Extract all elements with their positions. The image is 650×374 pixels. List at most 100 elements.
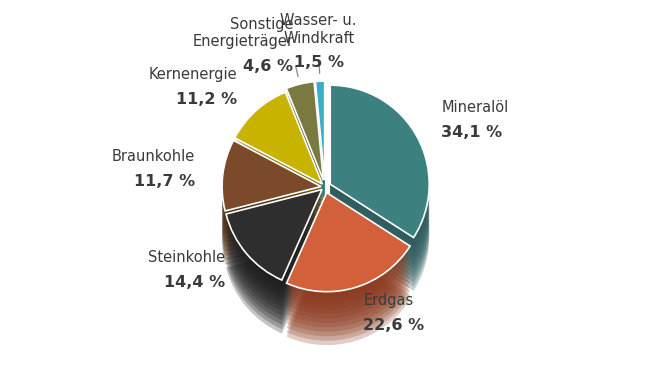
Wedge shape xyxy=(315,121,324,220)
Wedge shape xyxy=(315,130,324,229)
Wedge shape xyxy=(315,126,324,225)
Wedge shape xyxy=(287,202,410,301)
Wedge shape xyxy=(287,95,323,194)
Text: 11,2 %: 11,2 % xyxy=(176,92,237,107)
Wedge shape xyxy=(222,185,321,255)
Wedge shape xyxy=(235,146,322,237)
Wedge shape xyxy=(235,97,322,188)
Wedge shape xyxy=(315,86,324,184)
Text: 11,7 %: 11,7 % xyxy=(134,174,195,188)
Text: Wasser- u.
Windkraft: Wasser- u. Windkraft xyxy=(280,13,357,46)
Wedge shape xyxy=(226,230,322,320)
Wedge shape xyxy=(226,225,322,316)
Wedge shape xyxy=(235,119,322,211)
Wedge shape xyxy=(287,237,410,336)
Text: 34,1 %: 34,1 % xyxy=(441,125,502,140)
Wedge shape xyxy=(330,121,429,273)
Wedge shape xyxy=(226,203,322,294)
Wedge shape xyxy=(222,194,321,264)
Wedge shape xyxy=(315,135,324,233)
Wedge shape xyxy=(222,172,321,242)
Wedge shape xyxy=(287,215,410,314)
Wedge shape xyxy=(315,108,324,207)
Wedge shape xyxy=(235,128,322,220)
Wedge shape xyxy=(330,85,429,237)
Wedge shape xyxy=(222,140,321,211)
Text: 22,6 %: 22,6 % xyxy=(363,318,424,333)
Wedge shape xyxy=(222,189,321,260)
Text: 1,5 %: 1,5 % xyxy=(294,55,344,70)
Text: Braunkohle: Braunkohle xyxy=(112,149,195,164)
Wedge shape xyxy=(330,116,429,269)
Wedge shape xyxy=(222,158,321,229)
Wedge shape xyxy=(287,82,323,180)
Wedge shape xyxy=(287,220,410,318)
Wedge shape xyxy=(315,99,324,198)
Text: Kernenergie: Kernenergie xyxy=(149,67,237,82)
Wedge shape xyxy=(287,91,323,189)
Wedge shape xyxy=(315,112,324,211)
Wedge shape xyxy=(222,145,321,215)
Wedge shape xyxy=(222,176,321,246)
Wedge shape xyxy=(287,224,410,323)
Wedge shape xyxy=(287,104,323,203)
Wedge shape xyxy=(226,207,322,298)
Wedge shape xyxy=(235,137,322,229)
Wedge shape xyxy=(287,211,410,310)
Wedge shape xyxy=(330,134,429,286)
Wedge shape xyxy=(226,190,322,280)
Wedge shape xyxy=(235,132,322,224)
Wedge shape xyxy=(315,90,324,189)
Wedge shape xyxy=(235,141,322,233)
Text: 4,6 %: 4,6 % xyxy=(243,59,293,74)
Wedge shape xyxy=(287,131,323,229)
Wedge shape xyxy=(222,149,321,220)
Wedge shape xyxy=(330,107,429,260)
Text: 14,4 %: 14,4 % xyxy=(164,275,225,290)
Wedge shape xyxy=(235,110,322,202)
Wedge shape xyxy=(330,139,429,291)
Wedge shape xyxy=(315,95,324,193)
Wedge shape xyxy=(330,130,429,282)
Wedge shape xyxy=(315,117,324,216)
Wedge shape xyxy=(287,242,410,341)
Wedge shape xyxy=(235,123,322,215)
Wedge shape xyxy=(235,101,322,193)
Wedge shape xyxy=(287,86,323,185)
Wedge shape xyxy=(330,103,429,255)
Wedge shape xyxy=(330,90,429,242)
Wedge shape xyxy=(226,216,322,307)
Wedge shape xyxy=(235,92,322,184)
Wedge shape xyxy=(235,105,322,197)
Wedge shape xyxy=(287,229,410,327)
Wedge shape xyxy=(226,221,322,311)
Wedge shape xyxy=(222,181,321,251)
Wedge shape xyxy=(287,122,323,220)
Wedge shape xyxy=(226,194,322,285)
Wedge shape xyxy=(226,199,322,289)
Wedge shape xyxy=(315,103,324,202)
Wedge shape xyxy=(226,243,322,334)
Wedge shape xyxy=(287,126,323,225)
Wedge shape xyxy=(287,206,410,305)
Wedge shape xyxy=(235,114,322,206)
Wedge shape xyxy=(226,239,322,329)
Wedge shape xyxy=(226,234,322,325)
Wedge shape xyxy=(287,99,323,198)
Wedge shape xyxy=(222,167,321,238)
Wedge shape xyxy=(330,98,429,251)
Wedge shape xyxy=(330,112,429,264)
Wedge shape xyxy=(287,117,323,216)
Wedge shape xyxy=(315,81,324,180)
Text: Erdgas: Erdgas xyxy=(363,293,413,308)
Wedge shape xyxy=(287,246,410,345)
Wedge shape xyxy=(222,163,321,233)
Wedge shape xyxy=(222,154,321,224)
Wedge shape xyxy=(330,94,429,246)
Wedge shape xyxy=(330,125,429,278)
Wedge shape xyxy=(287,108,323,207)
Text: Steinkohle: Steinkohle xyxy=(148,250,225,266)
Wedge shape xyxy=(287,233,410,332)
Text: Sonstige
Energieträger: Sonstige Energieträger xyxy=(192,17,293,49)
Wedge shape xyxy=(287,193,410,292)
